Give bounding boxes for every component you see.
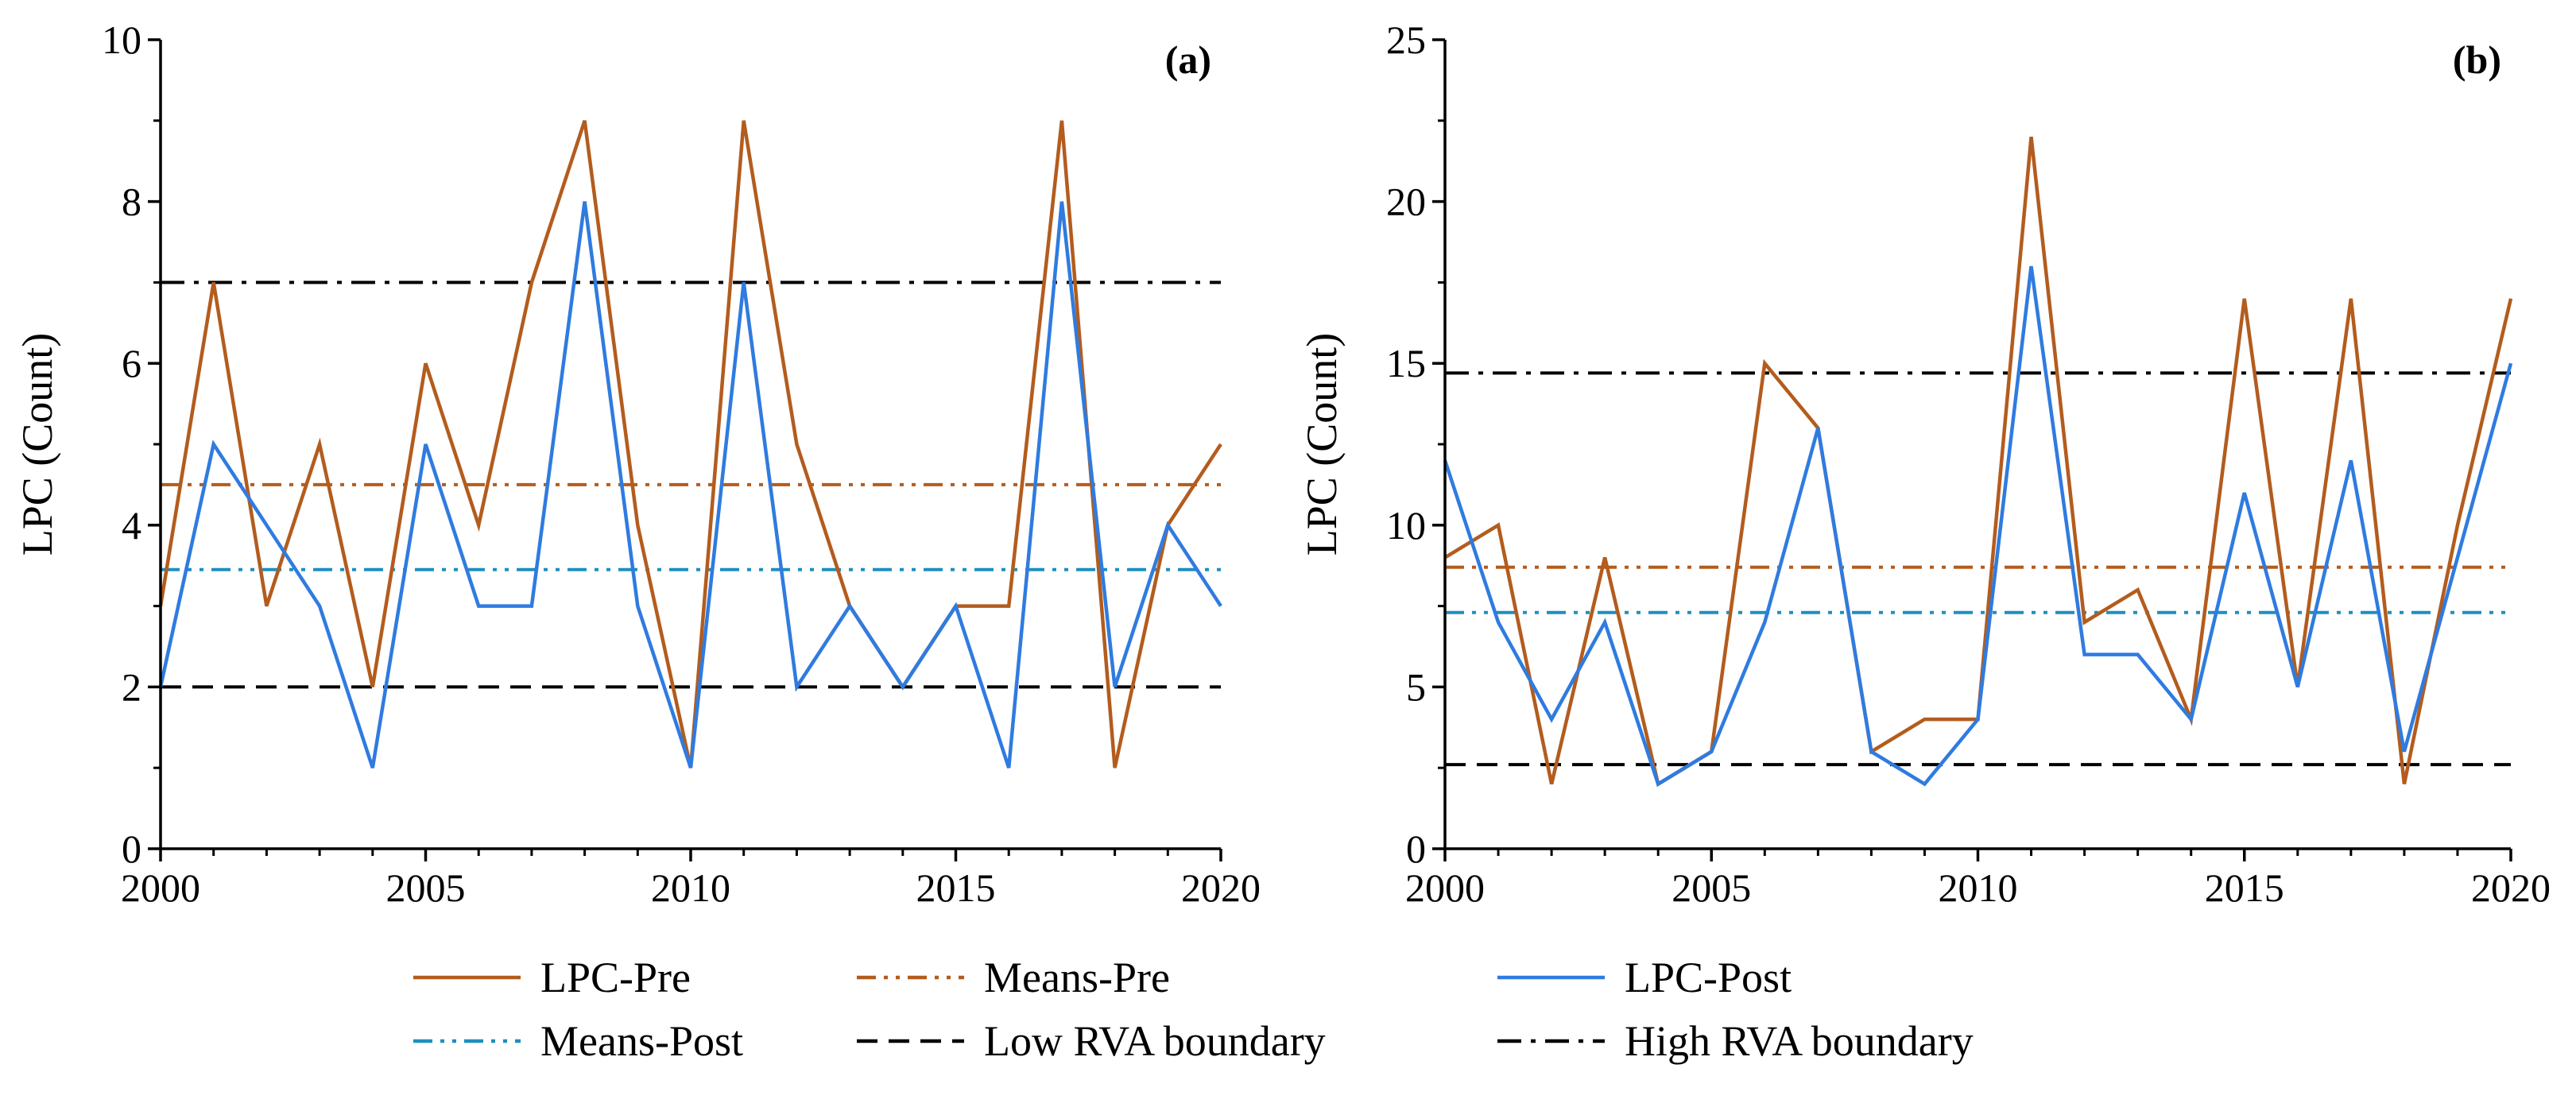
y-tick-label: 25 [1386,17,1426,62]
y-axis-title: LPC (Count) [14,333,61,556]
y-tick-label: 0 [1406,826,1426,871]
legend-item-high-rva: High RVA boundary [1497,1017,1974,1065]
x-tick-label: 2005 [1671,865,1751,910]
y-tick-label: 2 [122,664,141,709]
legend-item-means-pre: Means-Pre [857,954,1170,1001]
legend-label: Low RVA boundary [984,1017,1326,1065]
panel-b: 0 5 10 15 20 25 2000 2005 2010 2015 2020 LPC (Count… [1298,17,2551,910]
series-line-lpc-post [1443,265,2513,787]
legend-item-means-post: Means-Post [413,1017,743,1065]
legend-label: Means-Pre [984,954,1170,1001]
y-tick-label: 10 [102,17,141,62]
x-tick-label: 2015 [2205,865,2284,910]
y-tick-label: 15 [1386,341,1426,385]
y-tick-label: 6 [122,341,141,385]
x-tick-label: 2020 [1181,865,1261,910]
x-tick-label: 2005 [386,865,466,910]
y-tick-label: 20 [1386,180,1426,224]
x-tick-label: 2010 [651,865,730,910]
legend-label: LPC-Pre [540,954,691,1001]
x-tick-label: 2010 [1939,865,2018,910]
legend-item-lpc-post: LPC-Post [1497,954,1792,1001]
panel-label: (b) [2453,37,2501,82]
legend-label: LPC-Post [1625,954,1792,1001]
y-tick-label: 10 [1386,503,1426,548]
legend-item-lpc-pre: LPC-Pre [413,954,691,1001]
y-tick-label: 8 [122,180,141,224]
legend-item-low-rva: Low RVA boundary [857,1017,1326,1065]
panel-label: (a) [1165,37,1211,82]
legend: LPC-Pre Means-Pre LPC-Post Means-Post Low RV… [413,954,1974,1065]
y-tick-label: 5 [1406,664,1426,709]
y-axis-title: LPC (Count) [1298,333,1346,556]
x-tick-label: 2020 [2471,865,2551,910]
x-tick-label: 2000 [1405,865,1485,910]
panel-a: 0 2 4 6 8 10 2000 2005 2010 2015 2020 LPC (Count) (a… [14,17,1261,910]
y-tick-label: 0 [122,826,141,871]
x-tick-label: 2000 [121,865,200,910]
series-line-lpc-post [158,201,1222,768]
legend-label: High RVA boundary [1625,1017,1974,1065]
x-tick-label: 2015 [916,865,996,910]
legend-label: Means-Post [540,1017,743,1065]
y-tick-label: 4 [122,503,141,548]
